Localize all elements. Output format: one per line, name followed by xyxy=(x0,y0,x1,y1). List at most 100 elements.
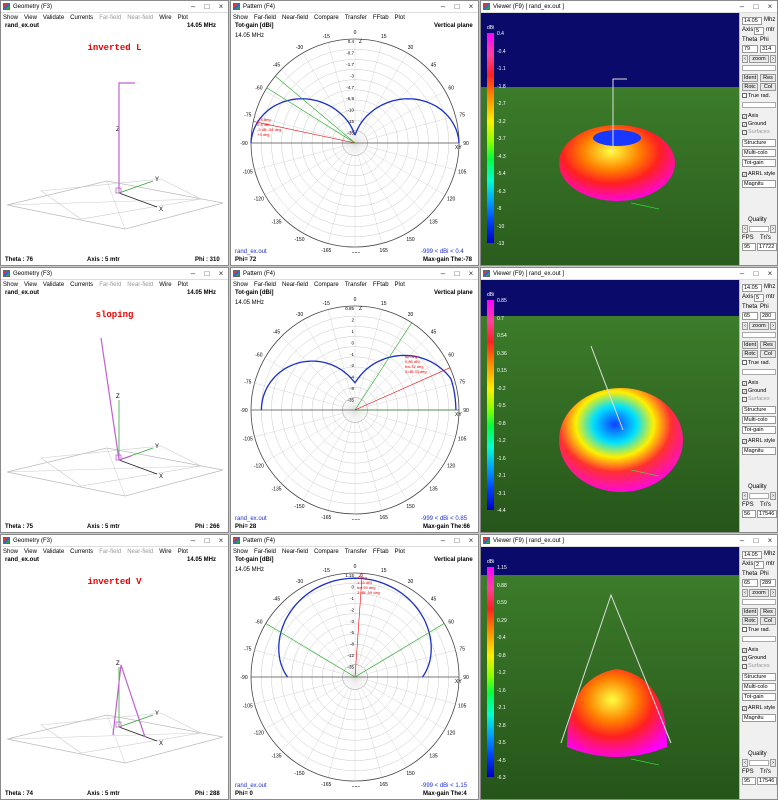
true-rad-slider[interactable] xyxy=(742,636,776,642)
structure-select[interactable]: Structure xyxy=(742,139,776,147)
quality-slider[interactable] xyxy=(749,760,769,766)
checkbox[interactable]: ✓ xyxy=(742,114,747,119)
menu-view[interactable]: View xyxy=(24,14,37,21)
menu-currents[interactable]: Currents xyxy=(70,281,94,288)
menu-near-field[interactable]: Near-field xyxy=(282,14,309,21)
maximize-icon[interactable]: □ xyxy=(753,269,759,278)
theta-field[interactable]: 79 xyxy=(742,45,758,53)
zoom-button[interactable]: zoom xyxy=(749,55,769,63)
quality-slider[interactable] xyxy=(749,226,769,232)
menu-view[interactable]: View xyxy=(24,548,37,555)
maximize-icon[interactable]: □ xyxy=(454,2,460,11)
minimize-icon[interactable]: – xyxy=(739,536,745,545)
frequency-field[interactable]: 14.05 xyxy=(742,17,762,25)
minimize-icon[interactable]: – xyxy=(190,2,196,11)
menu-near-field[interactable]: Near-field xyxy=(127,281,154,288)
close-icon[interactable]: × xyxy=(218,2,224,11)
maximize-icon[interactable]: □ xyxy=(204,536,210,545)
close-icon[interactable]: × xyxy=(218,269,224,278)
menu-far-field[interactable]: Far-field xyxy=(254,281,277,288)
zoom-in-button[interactable]: › xyxy=(770,55,776,63)
rotc-button[interactable]: Rotc xyxy=(742,617,758,625)
axis-field[interactable]: 2 xyxy=(754,561,764,569)
ident-button[interactable]: Ident xyxy=(742,608,758,616)
menu-validate[interactable]: Validate xyxy=(42,548,65,555)
true-rad-slider[interactable] xyxy=(742,102,776,108)
close-icon[interactable]: × xyxy=(468,2,474,11)
menu-show[interactable]: Show xyxy=(3,14,19,21)
quality-right-button[interactable]: › xyxy=(770,492,776,500)
close-icon[interactable]: × xyxy=(468,536,474,545)
menu-near-field[interactable]: Near-field xyxy=(282,548,309,555)
checkbox[interactable]: ✓ xyxy=(742,439,747,444)
theta-field[interactable]: 65 xyxy=(742,579,758,587)
gain-select[interactable]: Tot-gain xyxy=(742,426,776,434)
surfaces-checkbox[interactable]: ✓ Surfaces xyxy=(742,663,776,669)
ident-button[interactable]: Ident xyxy=(742,74,758,82)
true-rad-checkbox[interactable]: True rad. xyxy=(742,360,776,366)
close-icon[interactable]: × xyxy=(767,536,773,545)
res-button[interactable]: Res xyxy=(760,608,776,616)
col-button[interactable]: Col xyxy=(760,617,776,625)
phi-field[interactable]: 289 xyxy=(760,579,776,587)
minimize-icon[interactable]: – xyxy=(440,2,446,11)
menu-far-field[interactable]: Far-field xyxy=(254,14,277,21)
axis-checkbox[interactable]: ✓ Axis xyxy=(742,380,776,386)
menu-fftab[interactable]: FFtab xyxy=(372,548,389,555)
res-button[interactable]: Res xyxy=(760,341,776,349)
phi-field[interactable]: 280 xyxy=(760,312,776,320)
close-icon[interactable]: × xyxy=(767,269,773,278)
minimize-icon[interactable]: – xyxy=(739,269,745,278)
col-button[interactable]: Col xyxy=(760,350,776,358)
checkbox[interactable]: ✓ xyxy=(742,130,747,135)
menu-fftab[interactable]: FFtab xyxy=(372,281,389,288)
viewer-3d-scene[interactable]: dBi 0.85 0.7 0.54 0.36 0.15 -0.2 -0.5 -0.8 -1.2 -1… xyxy=(481,280,740,532)
menu-validate[interactable]: Validate xyxy=(42,14,65,21)
maximize-icon[interactable]: □ xyxy=(454,269,460,278)
menu-transfer[interactable]: Transfer xyxy=(344,14,367,21)
maximize-icon[interactable]: □ xyxy=(753,536,759,545)
zoom-button[interactable]: zoom xyxy=(749,589,769,597)
menu-plot[interactable]: Plot xyxy=(394,548,405,555)
zoom-slider[interactable] xyxy=(742,65,776,71)
checkbox[interactable]: ✓ xyxy=(742,381,747,386)
minimize-icon[interactable]: – xyxy=(739,2,745,11)
axis-checkbox[interactable]: ✓ Axis xyxy=(742,647,776,653)
frequency-field[interactable]: 14.05 xyxy=(742,551,762,559)
menu-near-field[interactable]: Near-field xyxy=(127,548,154,555)
viewer-3d-scene[interactable]: dBi 0.4 -0.4 -1.1 -1.8 -2.7 -3.2 -3.7 -4.3 -5.4 -6… xyxy=(481,13,740,265)
true-rad-slider[interactable] xyxy=(742,369,776,375)
arrl-style-checkbox[interactable]: ✓ ARRL style xyxy=(742,705,776,711)
menu-compare[interactable]: Compare xyxy=(314,548,339,555)
menu-compare[interactable]: Compare xyxy=(314,14,339,21)
checkbox[interactable]: ✓ xyxy=(742,706,747,711)
menu-show[interactable]: Show xyxy=(3,548,19,555)
true-rad-checkbox[interactable]: True rad. xyxy=(742,93,776,99)
zoom-in-button[interactable]: › xyxy=(770,589,776,597)
checkbox[interactable]: ✓ xyxy=(742,664,747,669)
phi-field[interactable]: 314 xyxy=(760,45,776,53)
axis-field[interactable]: 5 xyxy=(754,294,764,302)
menu-fftab[interactable]: FFtab xyxy=(372,14,389,21)
gain-select[interactable]: Tot-gain xyxy=(742,159,776,167)
zoom-out-button[interactable]: ‹ xyxy=(742,55,748,63)
menu-wire[interactable]: Wire xyxy=(159,14,172,21)
checkbox[interactable]: ✓ xyxy=(742,397,747,402)
ground-checkbox[interactable]: ✓ Ground xyxy=(742,655,776,661)
menu-show[interactable]: Show xyxy=(3,281,19,288)
menu-far-field[interactable]: Far-field xyxy=(99,548,122,555)
menu-plot[interactable]: Plot xyxy=(177,548,188,555)
checkbox[interactable] xyxy=(742,360,747,365)
menu-far-field[interactable]: Far-field xyxy=(99,281,122,288)
rotc-button[interactable]: Rotc xyxy=(742,83,758,91)
menu-near-field[interactable]: Near-field xyxy=(127,14,154,21)
menu-view[interactable]: View xyxy=(24,281,37,288)
menu-far-field[interactable]: Far-field xyxy=(99,14,122,21)
surfaces-checkbox[interactable]: ✓ Surfaces xyxy=(742,129,776,135)
menu-transfer[interactable]: Transfer xyxy=(344,281,367,288)
menu-transfer[interactable]: Transfer xyxy=(344,548,367,555)
zoom-slider[interactable] xyxy=(742,599,776,605)
menu-wire[interactable]: Wire xyxy=(159,548,172,555)
menu-currents[interactable]: Currents xyxy=(70,548,94,555)
quality-right-button[interactable]: › xyxy=(770,225,776,233)
